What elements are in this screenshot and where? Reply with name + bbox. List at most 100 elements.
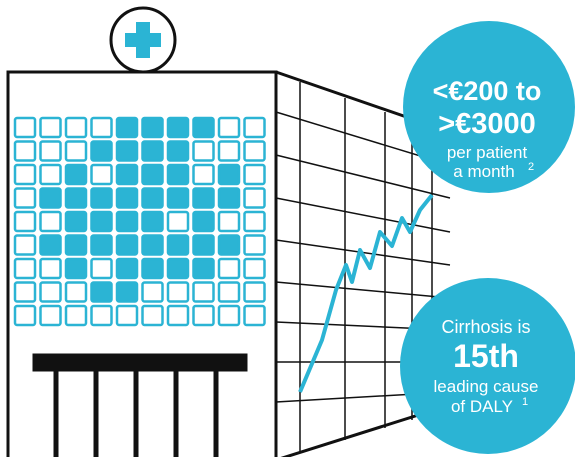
- window: [245, 212, 265, 231]
- callout-line: >€3000: [438, 108, 536, 140]
- callout-line: Cirrhosis is: [441, 317, 530, 337]
- callout-line: a month: [453, 162, 514, 181]
- window: [194, 236, 214, 255]
- window: [41, 118, 61, 137]
- window: [117, 189, 137, 208]
- window: [66, 189, 86, 208]
- window: [143, 306, 163, 325]
- window: [41, 142, 61, 161]
- window: [194, 212, 214, 231]
- window: [143, 165, 163, 184]
- window: [117, 259, 137, 278]
- window: [117, 306, 137, 325]
- window: [66, 142, 86, 161]
- infographic: <€200 to >€3000 per patient a month 2 Ci…: [0, 0, 575, 457]
- window: [168, 142, 188, 161]
- window: [15, 165, 35, 184]
- window: [168, 306, 188, 325]
- window: [194, 306, 214, 325]
- window: [168, 236, 188, 255]
- window: [41, 212, 61, 231]
- window: [245, 236, 265, 255]
- window: [219, 306, 239, 325]
- window: [194, 189, 214, 208]
- window: [245, 142, 265, 161]
- window: [66, 283, 86, 302]
- callout-cost: <€200 to >€3000 per patient a month 2: [403, 21, 575, 193]
- window: [117, 142, 137, 161]
- window: [92, 165, 112, 184]
- window: [117, 118, 137, 137]
- window: [117, 212, 137, 231]
- window: [15, 259, 35, 278]
- window: [168, 212, 188, 231]
- window: [168, 165, 188, 184]
- window: [194, 118, 214, 137]
- window: [219, 142, 239, 161]
- callout-line: 15th: [453, 338, 519, 374]
- window: [219, 259, 239, 278]
- window: [66, 165, 86, 184]
- window: [219, 118, 239, 137]
- callout-burden: Cirrhosis is 15th leading cause of DALY …: [400, 278, 575, 454]
- window: [15, 189, 35, 208]
- window: [41, 236, 61, 255]
- window: [92, 306, 112, 325]
- window: [41, 283, 61, 302]
- window: [245, 189, 265, 208]
- window: [194, 283, 214, 302]
- window: [219, 212, 239, 231]
- window: [168, 189, 188, 208]
- window: [143, 118, 163, 137]
- window: [219, 236, 239, 255]
- window: [194, 142, 214, 161]
- window: [219, 283, 239, 302]
- window: [245, 306, 265, 325]
- window: [245, 118, 265, 137]
- hospital-sign: [111, 8, 175, 72]
- window: [15, 142, 35, 161]
- callout-line: of DALY: [451, 397, 513, 416]
- window: [92, 236, 112, 255]
- window: [143, 259, 163, 278]
- window: [66, 212, 86, 231]
- window: [41, 189, 61, 208]
- window: [219, 189, 239, 208]
- window: [168, 259, 188, 278]
- window: [66, 306, 86, 325]
- page: {"callouts": [ {"lines": ["<€200 to", ">…: [0, 0, 575, 457]
- window: [117, 165, 137, 184]
- window: [219, 165, 239, 184]
- window: [41, 306, 61, 325]
- callout-line: per patient: [447, 143, 528, 162]
- window: [143, 283, 163, 302]
- footnote-ref: 1: [522, 396, 528, 408]
- window: [194, 165, 214, 184]
- window: [92, 259, 112, 278]
- window: [143, 189, 163, 208]
- callout-line: <€200 to: [433, 76, 542, 106]
- window: [143, 236, 163, 255]
- window: [66, 236, 86, 255]
- window: [66, 118, 86, 137]
- window: [143, 142, 163, 161]
- window: [15, 212, 35, 231]
- window: [92, 142, 112, 161]
- window: [245, 165, 265, 184]
- window: [66, 259, 86, 278]
- window: [117, 236, 137, 255]
- window: [194, 259, 214, 278]
- window: [15, 118, 35, 137]
- window: [92, 212, 112, 231]
- window: [168, 118, 188, 137]
- callout-line: leading cause: [434, 377, 539, 396]
- window: [92, 283, 112, 302]
- window: [41, 165, 61, 184]
- window: [117, 283, 137, 302]
- window: [245, 259, 265, 278]
- window: [92, 189, 112, 208]
- window: [15, 236, 35, 255]
- window: [245, 283, 265, 302]
- window: [15, 306, 35, 325]
- window: [15, 283, 35, 302]
